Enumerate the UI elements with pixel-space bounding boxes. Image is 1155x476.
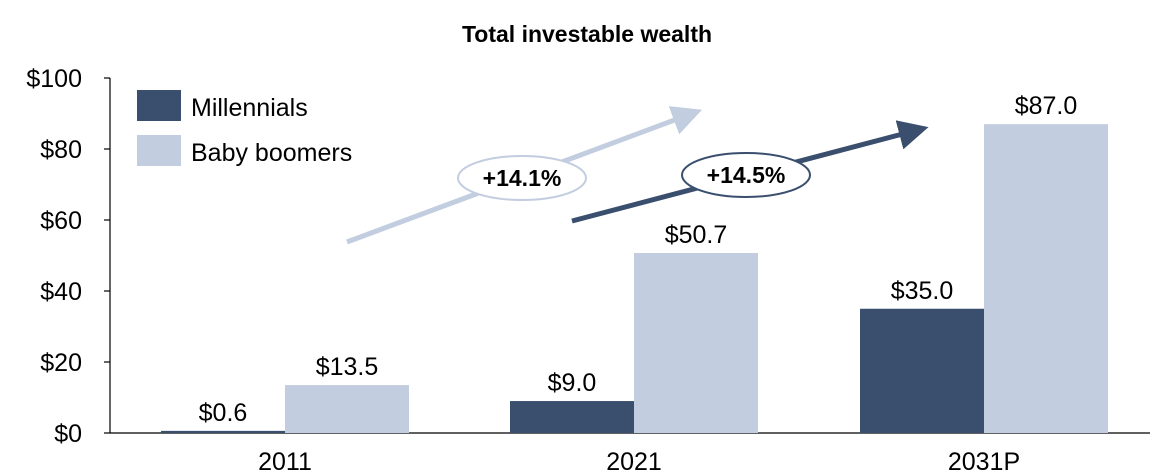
- data-label: $87.0: [1015, 92, 1078, 120]
- y-tick-label: $80: [40, 136, 82, 164]
- growth-label-millennials: +14.5%: [707, 162, 786, 188]
- bar-millennials-2021: [510, 401, 634, 433]
- legend-swatch-millennials: [137, 90, 181, 121]
- y-ticks: $0 $20 $40 $60 $80 $100: [26, 65, 110, 448]
- bar-baby-boomers-2011: [285, 385, 409, 433]
- data-labels: $0.6 $13.5 $9.0 $50.7 $35.0 $87.0: [199, 92, 1078, 427]
- y-tick-label: $60: [40, 207, 82, 235]
- bar-millennials-2031p: [860, 308, 984, 433]
- x-tick-label: 2031P: [948, 448, 1020, 476]
- growth-bubble-baby-boomers: [457, 155, 587, 201]
- y-tick-label: $0: [54, 420, 82, 448]
- bars: [161, 124, 1108, 434]
- data-label: $50.7: [665, 221, 728, 249]
- data-label: $0.6: [199, 399, 248, 427]
- y-tick-label: $100: [26, 65, 82, 93]
- x-tick-label: 2021: [606, 448, 662, 476]
- legend-swatch-baby-boomers: [137, 135, 181, 166]
- y-tick-label: $20: [40, 349, 82, 377]
- growth-label-baby-boomers: +14.1%: [483, 165, 562, 191]
- x-tick-label: 2011: [258, 448, 312, 476]
- bar-millennials-2011: [161, 430, 285, 433]
- growth-bubble-millennials: [681, 152, 811, 198]
- y-tick-label: $40: [40, 278, 82, 306]
- data-label: $35.0: [891, 277, 954, 305]
- legend-label-millennials: Millennials: [191, 94, 308, 122]
- growth-arrows: +14.1% +14.5%: [346, 106, 929, 245]
- data-label: $13.5: [316, 353, 379, 381]
- chart-title: Total investable wealth: [462, 21, 712, 47]
- data-label: $9.0: [548, 369, 597, 397]
- legend: Millennials Baby boomers: [137, 90, 352, 167]
- legend-label-baby-boomers: Baby boomers: [191, 139, 352, 167]
- x-ticks: 2011 2021 2031P: [258, 448, 1020, 476]
- bar-baby-boomers-2021: [634, 253, 758, 433]
- bar-baby-boomers-2031p: [984, 124, 1108, 434]
